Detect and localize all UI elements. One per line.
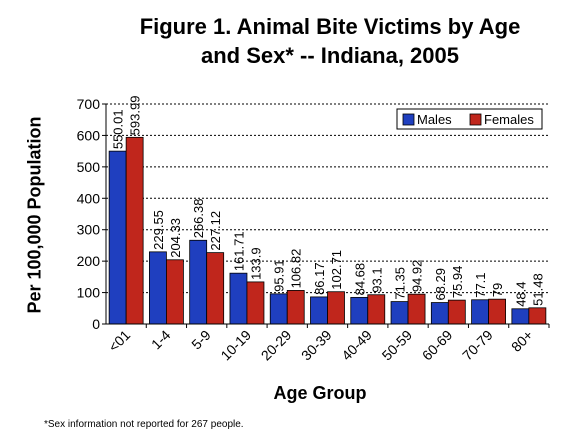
bar-males <box>350 296 369 325</box>
bar-males <box>229 272 248 325</box>
bar-females <box>407 293 426 325</box>
legend-box <box>396 108 543 130</box>
x-tick-label: 70-79 <box>459 327 496 364</box>
bar-males <box>269 293 288 325</box>
bar-females <box>206 252 225 325</box>
data-label: 51.48 <box>530 273 545 306</box>
data-label: 71.35 <box>393 267 408 300</box>
y-tick-label: 300 <box>77 222 101 238</box>
bar-males <box>310 296 328 325</box>
footnote: *Sex information not reported for 267 pe… <box>44 419 244 430</box>
bar-males <box>430 302 449 325</box>
chart-title-line-2: and Sex* -- Indiana, 2005 <box>201 43 459 68</box>
x-tick-label: 1-4 <box>148 327 174 353</box>
bar-females <box>246 281 265 325</box>
data-label: 84.68 <box>352 263 367 296</box>
x-tick-label: 50-59 <box>379 327 416 364</box>
bar-males <box>471 299 489 325</box>
bar-females <box>166 259 184 325</box>
data-label: 550.01 <box>111 109 126 149</box>
x-tick-label: 5-9 <box>188 327 214 353</box>
bar-females <box>367 294 386 325</box>
bar-females <box>286 290 305 325</box>
legend-label: Females <box>484 112 534 127</box>
data-label: 86.17 <box>312 262 327 295</box>
data-label: 77.1 <box>473 272 488 297</box>
x-tick-label: 60-69 <box>419 327 456 364</box>
y-tick-label: 400 <box>77 190 101 206</box>
x-tick-label: 10-19 <box>217 327 254 364</box>
bar-males <box>149 251 167 325</box>
data-label: 79 <box>490 283 505 297</box>
bar-females <box>447 299 466 325</box>
legend-swatch-males <box>402 113 415 126</box>
data-label: 93.1 <box>369 267 384 292</box>
bar-males <box>189 239 208 325</box>
data-label: 75.94 <box>450 266 465 299</box>
y-tick-label: 700 <box>77 96 101 112</box>
chart-title-line-1: Figure 1. Animal Bite Victims by Age <box>139 14 521 39</box>
bar-females <box>125 136 144 325</box>
x-axis-label: Age Group <box>273 383 367 403</box>
x-tick-label: 30-39 <box>298 327 335 364</box>
data-label: 133.9 <box>248 247 263 280</box>
data-label: 266.38 <box>191 199 206 239</box>
y-tick-label: 0 <box>92 316 100 332</box>
data-label: 161.71 <box>231 231 246 271</box>
data-label: 229.55 <box>151 210 166 250</box>
y-tick-label: 200 <box>77 253 101 269</box>
bar-males <box>390 301 409 325</box>
data-label: 227.12 <box>208 211 223 251</box>
y-tick-label: 500 <box>77 159 101 175</box>
data-label: 95.91 <box>272 259 287 292</box>
data-label: 593.99 <box>128 96 143 136</box>
bar-females <box>528 307 547 325</box>
data-label: 106.82 <box>289 249 304 289</box>
x-tick-label: 40-49 <box>338 327 375 364</box>
x-tick-label: <01 <box>105 327 133 355</box>
bar-males <box>108 150 127 325</box>
y-tick-label: 100 <box>77 285 101 301</box>
bar-females <box>488 298 506 325</box>
legend-label: Males <box>417 112 452 127</box>
x-tick-label: 20-29 <box>258 327 295 364</box>
data-label: 94.92 <box>410 260 425 293</box>
data-label: 204.33 <box>168 218 183 258</box>
bar-females <box>327 291 345 325</box>
data-label: 48.4 <box>513 281 528 306</box>
data-label: 102.71 <box>329 250 344 290</box>
data-label: 68.29 <box>433 268 448 301</box>
y-tick-label: 600 <box>77 127 101 143</box>
x-tick-label: 80+ <box>508 327 536 355</box>
legend-swatch-females <box>469 113 482 126</box>
bar-males <box>511 308 530 325</box>
